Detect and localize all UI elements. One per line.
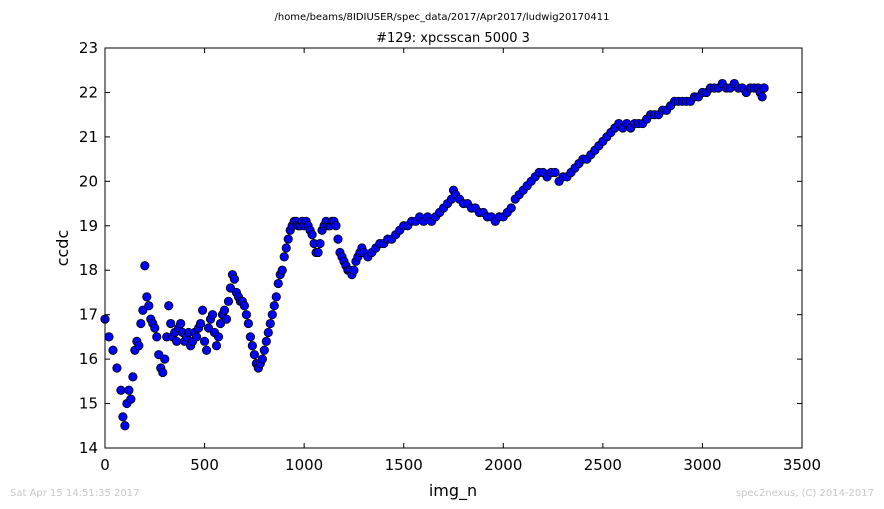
scatter-point [197,305,208,315]
scatter-point [172,336,182,346]
scatter-point [247,341,257,351]
scatter-point [201,345,212,355]
x-tick-label: 2000 [484,456,522,474]
scatter-point [759,83,769,93]
scatter-point [223,296,234,306]
y-axis-label: ccdc [53,230,72,267]
scatter-point [160,354,170,364]
scatter-point [164,301,174,311]
y-tick-label: 19 [79,217,98,235]
scatter-point [124,385,134,395]
y-tick-label: 18 [79,261,98,279]
y-tick-label: 15 [79,395,98,413]
scatter-point [349,265,359,275]
scatter-point [152,332,162,342]
y-tick-label: 23 [79,39,98,57]
scatter-point [279,252,289,262]
scatter-point [315,238,325,249]
footer-credit: spec2nexus, (C) 2014-2017 [735,488,874,499]
scatter-point [257,354,267,364]
scatter-point [269,301,279,311]
scatter-point [128,372,138,382]
x-axis-label: img_n [429,481,477,501]
scatter-point [104,332,114,342]
scatter-point [176,318,186,329]
scatter-point [313,247,323,258]
scatter-point [144,301,154,311]
footer-timestamp: Sat Apr 15 14:51:35 2017 [10,488,140,499]
x-axis-ticks: 0 500 1000 1500 2000 2500 3000 3500 [100,48,821,474]
scatter-point [136,318,146,329]
scatter-point [158,367,168,378]
x-tick-label: 500 [190,456,219,474]
scatter-point [192,332,202,342]
plot-area-frame [104,47,803,449]
scatter-point [265,318,275,329]
scatter-point [333,234,343,244]
y-axis-ticks: 14 15 16 17 18 19 20 21 22 23 [79,39,802,457]
scatter-point [243,318,253,329]
y-tick-label: 22 [79,83,98,101]
scatter-point [267,310,277,320]
scatter-point [271,292,281,302]
scatter-point [249,350,259,360]
scatter-point [166,318,176,329]
scatter-point [134,341,144,351]
scatter-point [142,292,152,302]
y-tick-label: 17 [79,306,98,324]
y-tick-label: 14 [79,439,98,457]
x-tick-label: 2500 [584,456,622,474]
scatter-point [140,261,150,271]
scatter-point [213,332,224,342]
y-tick-label: 20 [79,172,98,190]
scatter-point [245,332,255,342]
scatter-point [757,92,767,102]
scatter-point [108,345,118,355]
scatter-point [207,310,218,320]
x-tick-label: 1500 [385,456,423,474]
scatter-point [506,203,516,213]
chart-title: #129: xpcsscan 5000 3 [376,31,530,46]
scatter-point [112,363,122,373]
scatter-point [273,278,283,289]
scatter-point [283,234,293,244]
scatter-point [261,336,271,346]
scatter-point [195,318,206,329]
scatter-point [307,230,317,240]
scatter-point [118,412,128,422]
scatter-point [281,243,291,253]
x-tick-label: 3500 [783,456,821,474]
scatter-point [150,323,160,333]
scatter-point [239,301,249,311]
scatter-markers [100,78,769,431]
scatter-point [331,221,341,231]
scatter-point [211,341,222,351]
x-tick-label: 0 [100,456,110,474]
x-tick-label: 1000 [285,456,323,474]
scatter-point [259,345,269,355]
scatter-point [241,310,251,320]
y-tick-label: 21 [79,128,98,146]
chart-suptitle: /home/beams/8IDIUSER/spec_data/2017/Apr2… [274,12,609,23]
scatter-point [229,274,240,284]
scatter-point [219,305,230,315]
scatter-point [120,421,130,431]
scatter-point [221,314,232,324]
scatter-point [199,336,210,346]
scatter-point [263,327,273,338]
scatter-point [116,385,126,395]
scatter-point [550,167,560,178]
x-tick-label: 3000 [683,456,721,474]
scatter-point [277,265,287,275]
y-tick-label: 16 [79,350,98,368]
scatter-point [126,394,136,404]
